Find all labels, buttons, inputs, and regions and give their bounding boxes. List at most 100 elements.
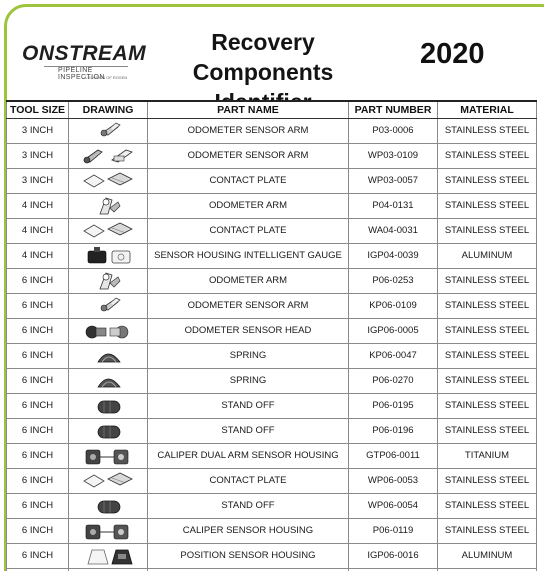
column-header-part-number: PART NUMBER bbox=[348, 100, 438, 119]
column-header-drawing: DRAWING bbox=[68, 100, 148, 119]
material-cell: STAINLESS STEEL bbox=[437, 117, 537, 144]
stand-off-icon bbox=[97, 400, 121, 413]
material-cell: TITANIUM bbox=[437, 442, 537, 469]
part-name-cell: SPRING bbox=[147, 342, 349, 369]
part-name-cell: ODOMETER SENSOR HEAD bbox=[147, 317, 349, 344]
sensor-head-icon bbox=[85, 325, 129, 338]
tool-size-cell: 4 INCH bbox=[6, 217, 69, 244]
material-cell: STAINLESS STEEL bbox=[437, 192, 537, 219]
part-number-cell: WP06-0053 bbox=[348, 467, 438, 494]
tool-size-cell: 6 INCH bbox=[6, 542, 69, 569]
drawing-cell bbox=[68, 342, 148, 369]
table-row: 6 INCH STAND OFF P06-0196 STAINLESS STEEL bbox=[6, 417, 537, 444]
spring-icon bbox=[97, 378, 121, 387]
part-name-cell: CONTACT PLATE bbox=[147, 167, 349, 194]
drawing-cell bbox=[68, 417, 148, 444]
part-name-cell: ODOMETER ARM bbox=[147, 192, 349, 219]
part-number-cell: P06-0195 bbox=[348, 392, 438, 419]
material-cell: STAINLESS STEEL bbox=[437, 292, 537, 319]
drawing-cell bbox=[68, 492, 148, 519]
part-name-cell: CALIPER SENSOR HOUSING bbox=[147, 517, 349, 544]
tool-size-cell: 4 INCH bbox=[6, 242, 69, 269]
table-row: 6 INCH ODOMETER SENSOR ARM KP06-0109 STAINL… bbox=[6, 292, 537, 319]
position-housing-icon bbox=[87, 549, 133, 564]
material-cell: STAINLESS STEEL bbox=[437, 267, 537, 294]
odometer-arm-icon bbox=[99, 271, 121, 289]
tool-size-cell: 3 INCH bbox=[6, 142, 69, 169]
part-name-cell: STAND OFF bbox=[147, 392, 349, 419]
part-name-cell: STAND OFF bbox=[147, 417, 349, 444]
tool-size-cell: 6 INCH bbox=[6, 292, 69, 319]
tool-size-cell: 6 INCH bbox=[6, 517, 69, 544]
drawing-cell bbox=[68, 392, 148, 419]
drawing-cell bbox=[68, 467, 148, 494]
stand-off-icon bbox=[97, 425, 121, 438]
part-name-cell: CONTACT PLATE bbox=[147, 467, 349, 494]
sensor-arm-pair-icon bbox=[83, 149, 133, 163]
part-number-cell: IGP06-0016 bbox=[348, 542, 438, 569]
column-header-part-name: PART NAME bbox=[147, 100, 349, 119]
tool-size-cell: 6 INCH bbox=[6, 367, 69, 394]
table-row: 6 INCH SPRING KP06-0047 STAINLESS STEEL bbox=[6, 342, 537, 369]
part-name-cell: SENSOR HOUSING INTELLIGENT GAUGE bbox=[147, 242, 349, 269]
table-row: 6 INCH CALIPER SENSOR HOUSING P06-0119 STAI… bbox=[6, 517, 537, 544]
tool-size-cell: 6 INCH bbox=[6, 467, 69, 494]
table-row: 3 INCH CONTACT PLATE WP03-0057 STAINLESS ST… bbox=[6, 167, 537, 194]
tool-size-cell: 3 INCH bbox=[6, 117, 69, 144]
part-number-cell: GTP06-0011 bbox=[348, 442, 438, 469]
table-row: 6 INCH CALIPER DUAL ARM SENSOR HOUSING GTP… bbox=[6, 442, 537, 469]
material-cell: STAINLESS STEEL bbox=[437, 217, 537, 244]
part-number-cell: WP03-0109 bbox=[348, 142, 438, 169]
part-number-cell: P06-0253 bbox=[348, 267, 438, 294]
contact-plate-icon bbox=[83, 222, 133, 237]
tool-size-cell: 6 INCH bbox=[6, 342, 69, 369]
material-cell: STAINLESS STEEL bbox=[437, 417, 537, 444]
document-year: 2020 bbox=[420, 38, 485, 70]
drawing-cell bbox=[68, 517, 148, 544]
tool-size-cell: 4 INCH bbox=[6, 192, 69, 219]
contact-plate-icon bbox=[83, 172, 133, 187]
column-header-material: MATERIAL bbox=[437, 100, 537, 119]
drawing-cell bbox=[68, 367, 148, 394]
part-name-cell: ODOMETER SENSOR ARM bbox=[147, 142, 349, 169]
drawing-cell bbox=[68, 292, 148, 319]
material-cell: STAINLESS STEEL bbox=[437, 392, 537, 419]
document-header: ONSTREAM PIPELINE INSPECTION A DIVISION … bbox=[0, 0, 544, 115]
material-cell: STAINLESS STEEL bbox=[437, 367, 537, 394]
table-row: 3 INCH ODOMETER SENSOR ARM WP03-0109 STAINL… bbox=[6, 142, 537, 169]
part-number-cell: P06-0196 bbox=[348, 417, 438, 444]
table-row: 4 INCH ODOMETER ARM P04-0131 STAINLESS STEE… bbox=[6, 192, 537, 219]
material-cell: ALUMINUM bbox=[437, 542, 537, 569]
drawing-cell bbox=[68, 317, 148, 344]
part-number-cell: WA04-0031 bbox=[348, 217, 438, 244]
table-row: 6 INCH ODOMETER ARM P06-0253 STAINLESS STEE… bbox=[6, 267, 537, 294]
odometer-arm-icon bbox=[99, 196, 121, 214]
part-name-cell: POSITION SENSOR HOUSING bbox=[147, 542, 349, 569]
table-row: 6 INCH ODOMETER SENSOR HEAD IGP06-0005 STAI… bbox=[6, 317, 537, 344]
tool-size-cell: 3 INCH bbox=[6, 167, 69, 194]
part-number-cell: KP06-0109 bbox=[348, 292, 438, 319]
part-number-cell: IGP06-0005 bbox=[348, 317, 438, 344]
table-row: 6 INCH STAND OFF P06-0195 STAINLESS STEEL bbox=[6, 392, 537, 419]
part-name-cell: CALIPER DUAL ARM SENSOR HOUSING bbox=[147, 442, 349, 469]
table-row: 4 INCH SENSOR HOUSING INTELLIGENT GAUGE IG… bbox=[6, 242, 537, 269]
material-cell: STAINLESS STEEL bbox=[437, 467, 537, 494]
part-name-cell: ODOMETER SENSOR ARM bbox=[147, 117, 349, 144]
contact-plate-icon bbox=[83, 472, 133, 487]
table-row: 4 INCH CONTACT PLATE WA04-0031 STAINLESS ST… bbox=[6, 217, 537, 244]
tool-size-cell: 6 INCH bbox=[6, 392, 69, 419]
material-cell: STAINLESS STEEL bbox=[437, 517, 537, 544]
drawing-cell bbox=[68, 142, 148, 169]
material-cell: STAINLESS STEEL bbox=[437, 492, 537, 519]
material-cell: STAINLESS STEEL bbox=[437, 142, 537, 169]
caliper-housing-icon bbox=[85, 524, 129, 539]
table-row: 6 INCH CONTACT PLATE WP06-0053 STAINLESS ST… bbox=[6, 467, 537, 494]
drawing-cell bbox=[68, 267, 148, 294]
drawing-cell bbox=[68, 242, 148, 269]
table-row: 3 INCH ODOMETER SENSOR ARM P03-0006 STAINLE… bbox=[6, 117, 537, 144]
tool-size-cell: 6 INCH bbox=[6, 417, 69, 444]
part-number-cell: P06-0119 bbox=[348, 517, 438, 544]
table-header-row: TOOL SIZE DRAWING PART NAME PART NUMBER … bbox=[6, 100, 537, 119]
drawing-cell bbox=[68, 167, 148, 194]
